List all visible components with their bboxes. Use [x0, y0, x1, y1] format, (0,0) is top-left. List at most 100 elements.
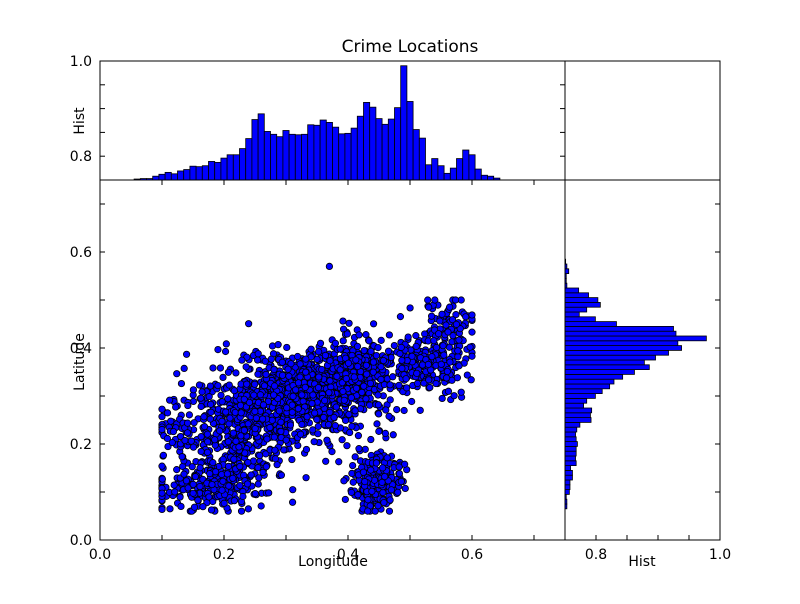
- scatter-point: [274, 341, 282, 349]
- scatter-point: [236, 481, 244, 490]
- scatter-frame: [99, 179, 566, 541]
- scatter-point: [339, 337, 347, 345]
- top-right-empty-panel: [564, 60, 721, 181]
- top-hist-ytick-label: 0.8: [70, 149, 92, 165]
- scatter-point: [322, 457, 330, 465]
- scatter-point: [217, 391, 225, 399]
- scatter-point: [309, 426, 317, 434]
- scatter-point: [467, 376, 475, 384]
- scatter-ytick-label: 0.2: [70, 437, 92, 453]
- scatter-point: [439, 342, 447, 350]
- scatter-point: [244, 458, 252, 467]
- scatter-point: [404, 333, 412, 341]
- right-hist-x-label: Hist: [628, 554, 656, 570]
- scatter-point: [395, 381, 403, 389]
- scatter-point: [218, 417, 226, 425]
- scatter-point: [466, 343, 474, 351]
- scatter-point: [207, 400, 215, 408]
- right-hist-bar: [564, 311, 580, 318]
- scatter-point: [189, 480, 197, 489]
- top-hist-bar: [257, 113, 265, 181]
- right-hist-bar: [564, 373, 624, 380]
- scatter-point: [326, 357, 334, 365]
- scatter-point: [368, 487, 376, 495]
- scatter-point: [245, 320, 253, 328]
- scatter-point: [245, 398, 254, 407]
- top-hist-bar: [325, 122, 333, 181]
- scatter-point: [333, 372, 341, 380]
- scatter-point: [244, 420, 252, 428]
- scatter-point: [457, 388, 465, 396]
- scatter-point: [442, 374, 451, 382]
- scatter-point: [468, 352, 476, 360]
- scatter-point: [207, 408, 215, 416]
- scatter-point: [263, 435, 271, 443]
- scatter-point: [468, 311, 476, 319]
- right-hist-bar: [564, 292, 589, 298]
- scatter-point: [360, 382, 368, 390]
- scatter-point: [158, 462, 166, 470]
- scatter-point: [359, 468, 368, 476]
- top-hist-bar: [468, 154, 476, 181]
- scatter-point: [205, 393, 213, 401]
- scatter-point: [183, 419, 192, 427]
- scatter-point: [212, 468, 220, 476]
- scatter-point: [302, 474, 310, 482]
- scatter-point: [362, 361, 371, 369]
- right-hist-bar: [564, 417, 592, 423]
- scatter-point: [379, 488, 387, 497]
- scatter-point: [360, 346, 368, 355]
- right-hist-bar: [564, 465, 571, 471]
- scatter-point: [225, 462, 233, 470]
- scatter-point: [209, 459, 217, 467]
- right-hist-bar: [564, 469, 573, 476]
- scatter-point: [421, 330, 429, 338]
- scatter-point: [345, 319, 353, 327]
- scatter-point: [197, 402, 205, 411]
- scatter-point: [259, 401, 268, 409]
- scatter-point: [214, 346, 222, 354]
- right-hist-bar: [564, 364, 650, 370]
- scatter-point: [214, 381, 222, 390]
- scatter-point: [369, 358, 378, 366]
- scatter-point: [318, 365, 326, 374]
- right-hist-bar: [564, 378, 615, 385]
- scatter-ytick-label: 0.0: [70, 533, 92, 549]
- scatter-point: [311, 409, 319, 417]
- scatter-point: [182, 477, 191, 485]
- scatter-point: [420, 379, 428, 387]
- scatter-point: [413, 379, 422, 388]
- scatter-point: [197, 447, 205, 456]
- scatter-point: [221, 347, 230, 356]
- chart-title: Crime Locations: [342, 37, 479, 57]
- scatter-outlier-point: [325, 262, 333, 270]
- scatter-point: [196, 464, 204, 472]
- scatter-point: [316, 339, 325, 347]
- right-hist-bar: [564, 393, 596, 399]
- scatter-point: [218, 398, 226, 406]
- scatter-point: [462, 313, 470, 321]
- top-hist-bar: [195, 166, 203, 181]
- scatter-point: [355, 331, 363, 339]
- top-hist-bar: [375, 118, 383, 181]
- scatter-point: [254, 356, 262, 364]
- top-hist-bar: [232, 154, 240, 181]
- scatter-point: [374, 401, 383, 409]
- scatter-point: [366, 401, 374, 409]
- scatter-point: [261, 357, 269, 365]
- scatter-point: [200, 413, 208, 421]
- scatter-point: [424, 360, 432, 369]
- scatter-point: [402, 375, 410, 383]
- scatter-point: [190, 419, 198, 427]
- top-hist-bar: [394, 107, 402, 181]
- right-histogram: 0.8 1.0: [564, 179, 731, 563]
- scatter-point: [285, 372, 293, 380]
- scatter-point: [271, 446, 279, 454]
- scatter-point: [339, 317, 347, 325]
- scatter-point: [378, 478, 386, 486]
- scatter-point: [177, 379, 186, 388]
- scatter-point: [450, 392, 458, 400]
- right-hist-bar: [564, 474, 573, 481]
- scatter-point: [339, 387, 347, 396]
- scatter-point: [173, 370, 181, 378]
